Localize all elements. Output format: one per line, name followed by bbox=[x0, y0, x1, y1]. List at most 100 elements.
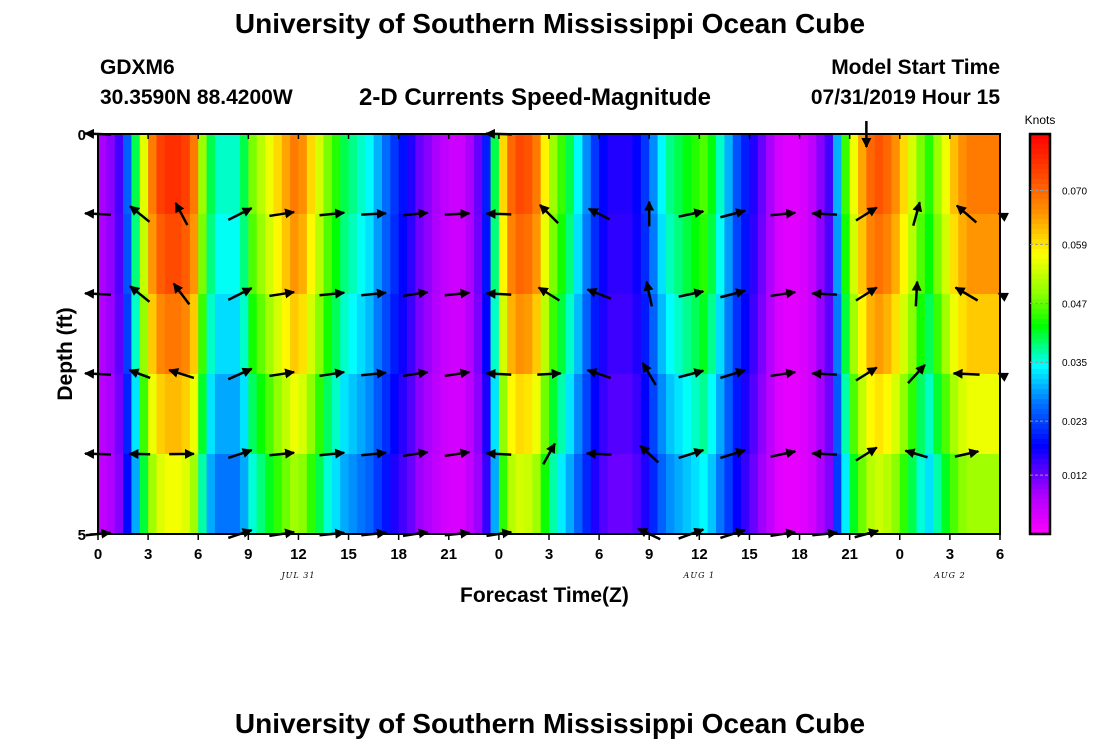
current-vector bbox=[954, 448, 980, 459]
heatmap-cell bbox=[766, 454, 776, 535]
heatmap-cell bbox=[582, 294, 592, 375]
heatmap-cell bbox=[440, 214, 450, 295]
heatmap-cell bbox=[181, 214, 191, 295]
heatmap-cell bbox=[423, 134, 433, 215]
colorbar-segment bbox=[1030, 399, 1050, 405]
heatmap-cell bbox=[866, 294, 876, 375]
heatmap-cell bbox=[448, 374, 458, 455]
colorbar-segment bbox=[1030, 284, 1050, 290]
heatmap-cell bbox=[256, 214, 266, 295]
heatmap-cell bbox=[214, 454, 224, 535]
heatmap-cell bbox=[624, 134, 634, 215]
heatmap-cell bbox=[983, 134, 993, 215]
heatmap-cell bbox=[582, 374, 592, 455]
heatmap-cell bbox=[515, 134, 525, 215]
heatmap-cell bbox=[164, 134, 174, 215]
colorbar-segment bbox=[1030, 459, 1050, 465]
current-vector bbox=[586, 368, 612, 380]
heatmap-cell bbox=[323, 214, 333, 295]
heatmap-cell bbox=[206, 454, 216, 535]
x-tick-label: 9 bbox=[244, 546, 252, 563]
heatmap-cell bbox=[181, 294, 191, 375]
heatmap-cell bbox=[490, 214, 500, 295]
heatmap-cell bbox=[966, 374, 976, 455]
heatmap-cell bbox=[557, 214, 567, 295]
heatmap-cell bbox=[256, 374, 266, 455]
x-tick-label: 12 bbox=[290, 546, 307, 563]
colorbar-segment bbox=[1030, 409, 1050, 415]
heatmap-cell bbox=[256, 294, 266, 375]
current-vector bbox=[678, 448, 705, 460]
heatmap-cell bbox=[131, 214, 141, 295]
heatmap-cell bbox=[774, 454, 784, 535]
y-axis-label: Depth (ft) bbox=[54, 307, 77, 401]
heatmap-cell bbox=[540, 134, 550, 215]
heatmap-cell bbox=[390, 134, 400, 215]
heatmap-cell bbox=[724, 374, 734, 455]
heatmap-cell bbox=[407, 134, 416, 215]
heatmap-cell bbox=[106, 454, 116, 535]
heatmap-cell bbox=[156, 454, 166, 535]
heatmap-cell bbox=[574, 294, 584, 375]
heatmap-cell bbox=[290, 454, 300, 535]
heatmap-cell bbox=[532, 134, 542, 215]
heatmap-cell bbox=[682, 454, 692, 535]
heatmap-cell bbox=[540, 374, 550, 455]
heatmap-cell bbox=[432, 214, 442, 295]
heatmap-cell bbox=[239, 294, 249, 375]
heatmap-cell bbox=[958, 134, 968, 215]
colorbar-tick-label: 0.070 bbox=[1062, 186, 1087, 197]
heatmap-cell bbox=[206, 294, 216, 375]
heatmap-cell bbox=[624, 454, 634, 535]
colorbar-segment bbox=[1030, 139, 1050, 145]
heatmap-cell bbox=[214, 374, 224, 455]
heatmap-cell bbox=[223, 214, 233, 295]
current-vector bbox=[485, 208, 512, 219]
heatmap-cell bbox=[607, 214, 617, 295]
heatmap-cell bbox=[123, 374, 133, 455]
heatmap-cell bbox=[173, 294, 183, 375]
heatmap-cell bbox=[189, 214, 199, 295]
heatmap-cell bbox=[98, 134, 107, 215]
heatmap-cell bbox=[816, 134, 826, 215]
heatmap-cell bbox=[281, 454, 291, 535]
heatmap-cell bbox=[615, 454, 625, 535]
heatmap-cell bbox=[966, 454, 976, 535]
current-vector bbox=[361, 208, 387, 219]
heatmap-cell bbox=[974, 134, 984, 215]
heatmap-cell bbox=[991, 294, 1001, 375]
heatmap-cell bbox=[874, 214, 884, 295]
heatmap-cell bbox=[732, 214, 742, 295]
colorbar-segment bbox=[1030, 159, 1050, 165]
heatmap-cell bbox=[148, 134, 158, 215]
heatmap-cell bbox=[373, 294, 383, 375]
heatmap-cell bbox=[198, 134, 208, 215]
heatmap-cell bbox=[933, 134, 943, 215]
colorbar-segment bbox=[1030, 294, 1050, 300]
date-label: JUL 31 bbox=[279, 571, 315, 580]
heatmap-cell bbox=[356, 374, 366, 455]
heatmap-cell bbox=[407, 294, 416, 375]
date-label: AUG 2 bbox=[933, 571, 966, 580]
colorbar-segment bbox=[1030, 464, 1050, 470]
heatmap-cells bbox=[98, 134, 1001, 535]
heatmap-cell bbox=[933, 214, 943, 295]
heatmap-cell bbox=[866, 134, 876, 215]
current-vector bbox=[485, 448, 512, 459]
heatmap-cell bbox=[665, 374, 675, 455]
heatmap-cell bbox=[899, 294, 909, 375]
heatmap-cell bbox=[891, 214, 901, 295]
heatmap-cell bbox=[540, 454, 550, 535]
heatmap-cell bbox=[164, 214, 174, 295]
heatmap-cell bbox=[757, 294, 767, 375]
heatmap-cell bbox=[849, 294, 859, 375]
heatmap-cell bbox=[415, 294, 425, 375]
heatmap-cell bbox=[523, 134, 533, 215]
heatmap-cell bbox=[432, 374, 442, 455]
heatmap-cell bbox=[866, 454, 876, 535]
heatmap-cell bbox=[148, 214, 158, 295]
heatmap-cell bbox=[832, 374, 842, 455]
heatmap-cell bbox=[883, 454, 893, 535]
heatmap-cell bbox=[498, 454, 508, 535]
heatmap-cell bbox=[131, 294, 141, 375]
